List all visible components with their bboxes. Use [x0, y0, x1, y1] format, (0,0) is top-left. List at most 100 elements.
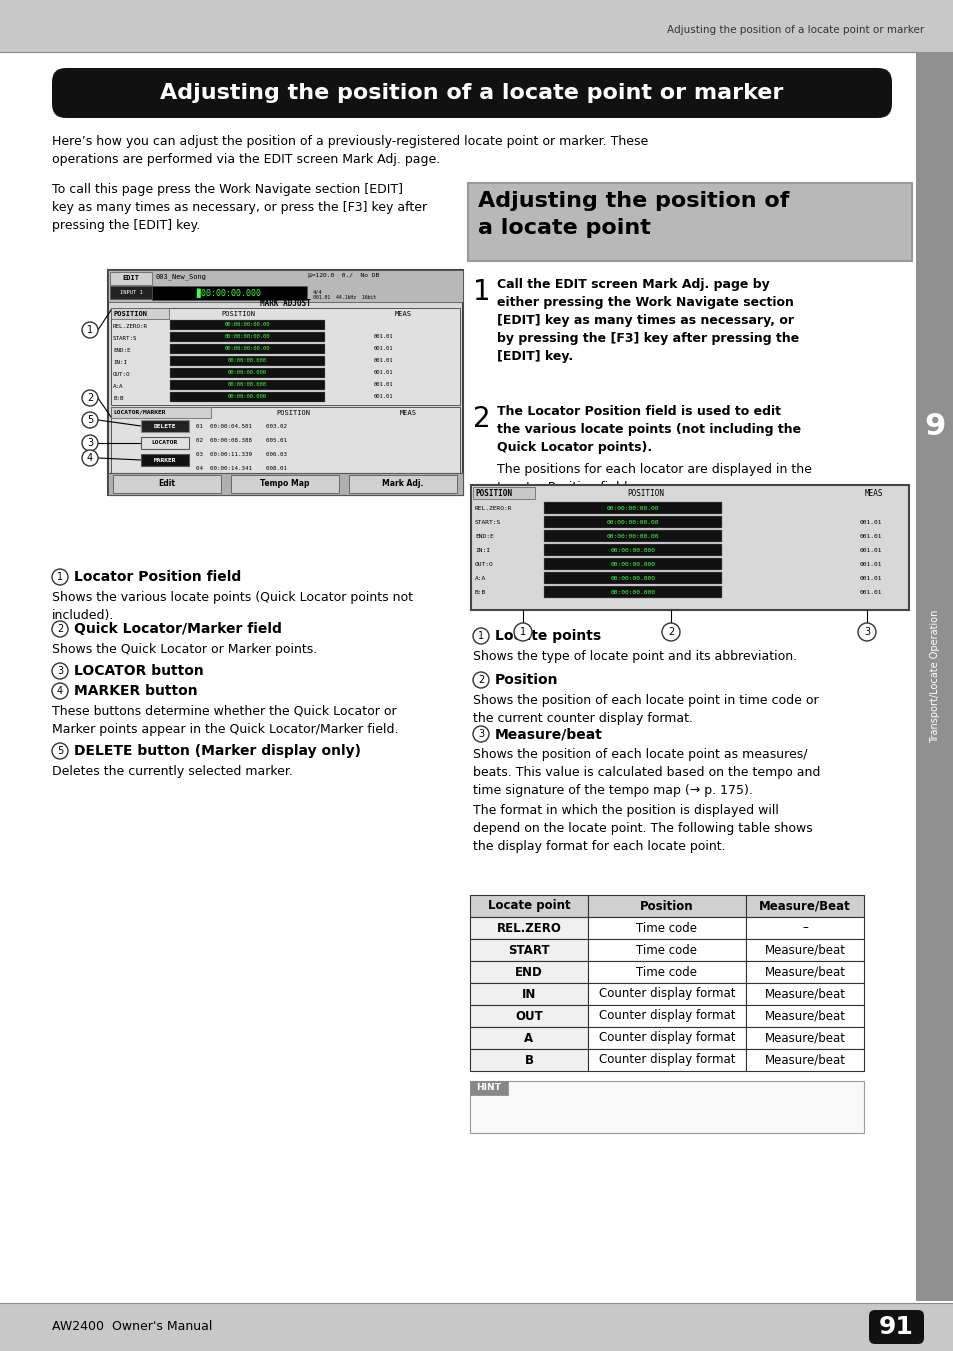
Text: OUT:O: OUT:O [475, 562, 494, 566]
Text: 4/4: 4/4 [313, 289, 322, 295]
Text: 2: 2 [57, 624, 63, 634]
Bar [110, 272, 152, 285]
Text: ▊00:00:00.000: ▊00:00:00.000 [196, 288, 261, 297]
Bar [587, 1005, 745, 1027]
Text: A: A [524, 1032, 533, 1044]
Text: Measure/beat: Measure/beat [763, 943, 844, 957]
Text: Position: Position [639, 900, 693, 912]
Bar [470, 984, 587, 1005]
Text: The Locator Position field is used to edit
the various locate points (not includ: The Locator Position field is used to ed… [497, 405, 801, 454]
Circle shape [857, 623, 875, 640]
Bar [745, 894, 863, 917]
Text: 00:00:00.000: 00:00:00.000 [610, 562, 655, 566]
Bar [587, 939, 745, 961]
Text: 4: 4 [57, 686, 63, 696]
Bar [745, 1005, 863, 1027]
Text: 3: 3 [57, 666, 63, 676]
Text: 5: 5 [87, 415, 93, 426]
Text: 1: 1 [57, 571, 63, 582]
Text: 00:00:00:00.00: 00:00:00:00.00 [224, 346, 270, 351]
Bar [587, 917, 745, 939]
Text: Call the EDIT screen Mark Adj. page by
either pressing the Work Navigate section: Call the EDIT screen Mark Adj. page by e… [497, 278, 799, 363]
Bar [112, 476, 221, 493]
Text: Shows the various locate points (Quick Locator points not
included).: Shows the various locate points (Quick L… [52, 590, 413, 621]
Text: POSITION: POSITION [221, 311, 254, 317]
Circle shape [52, 621, 68, 638]
Circle shape [473, 628, 489, 644]
Text: 02  00:00:08.388    005.01: 02 00:00:08.388 005.01 [195, 438, 287, 443]
Text: Mark Adj.: Mark Adj. [382, 480, 423, 489]
Bar [470, 1081, 863, 1133]
Text: 00:00:00:00.00: 00:00:00:00.00 [606, 534, 659, 539]
Text: END: END [515, 966, 542, 978]
Text: Time code: Time code [636, 966, 697, 978]
Bar [0, 1302, 953, 1351]
Text: MEAS: MEAS [399, 409, 416, 416]
Text: 001.01: 001.01 [859, 576, 882, 581]
Text: Measure/beat: Measure/beat [495, 727, 602, 740]
Bar [470, 1027, 587, 1048]
Bar [170, 392, 325, 403]
Text: 4: 4 [87, 453, 93, 463]
Text: Transport/Locate Operation: Transport/Locate Operation [929, 609, 939, 743]
Text: AW2400  Owner's Manual: AW2400 Owner's Manual [52, 1320, 213, 1333]
Text: Measure/beat: Measure/beat [763, 988, 844, 1001]
Bar [470, 961, 587, 984]
Bar [170, 357, 325, 366]
Circle shape [52, 663, 68, 680]
Bar [543, 571, 721, 584]
Text: 00:00:00.000: 00:00:00.000 [227, 382, 266, 388]
Text: A:A: A:A [475, 576, 486, 581]
Text: 2: 2 [667, 627, 674, 638]
Bar [170, 332, 325, 342]
Bar [470, 894, 587, 917]
Text: LOCATOR button: LOCATOR button [74, 663, 204, 678]
Bar [470, 917, 587, 939]
Bar [111, 407, 459, 482]
Text: Measure/Beat: Measure/Beat [759, 900, 850, 912]
Text: START: START [508, 943, 549, 957]
Text: Shows the position of each locate point as measures/
beats. This value is calcul: Shows the position of each locate point … [473, 748, 820, 797]
Bar [543, 516, 721, 528]
Circle shape [52, 684, 68, 698]
Text: MARKER: MARKER [153, 458, 176, 462]
Text: END:E: END:E [475, 534, 494, 539]
Bar [111, 308, 459, 405]
Text: LOCATOR: LOCATOR [152, 440, 178, 446]
Bar [473, 486, 535, 499]
Bar [141, 420, 189, 432]
Text: 00:00:00.000: 00:00:00.000 [227, 394, 266, 400]
Text: 1: 1 [519, 627, 525, 638]
Bar [587, 1048, 745, 1071]
Circle shape [82, 435, 98, 451]
Bar [587, 984, 745, 1005]
Text: Quick Locator/Marker field: Quick Locator/Marker field [74, 621, 281, 636]
Bar [108, 270, 462, 303]
Text: Adjusting the position of: Adjusting the position of [477, 190, 788, 211]
Text: 9: 9 [923, 412, 944, 442]
Bar [745, 917, 863, 939]
Bar [152, 286, 307, 300]
Bar [111, 407, 211, 417]
Text: Counter display format: Counter display format [598, 1009, 735, 1023]
Text: Edit: Edit [158, 480, 175, 489]
Text: Counter display format: Counter display format [598, 1032, 735, 1044]
Text: 001.01: 001.01 [859, 547, 882, 553]
Text: B:B: B:B [112, 396, 123, 400]
Text: Tempo Map: Tempo Map [260, 480, 310, 489]
Text: 00:00:00:00.00: 00:00:00:00.00 [606, 520, 659, 524]
Bar [470, 1048, 587, 1071]
Circle shape [52, 743, 68, 759]
Circle shape [82, 390, 98, 407]
Circle shape [82, 322, 98, 338]
Circle shape [661, 623, 679, 640]
Text: 1: 1 [473, 278, 490, 305]
Text: EDIT: EDIT [122, 276, 139, 281]
Bar [915, 51, 953, 1301]
Text: POSITION: POSITION [475, 489, 512, 497]
Text: MARK ADJUST: MARK ADJUST [259, 300, 310, 308]
Text: Position: Position [495, 673, 558, 688]
Text: DELETE button (Marker display only): DELETE button (Marker display only) [74, 744, 360, 758]
Text: These buttons determine whether the Quick Locator or
Marker points appear in the: These buttons determine whether the Quic… [52, 705, 398, 736]
Text: B: B [524, 1054, 533, 1066]
